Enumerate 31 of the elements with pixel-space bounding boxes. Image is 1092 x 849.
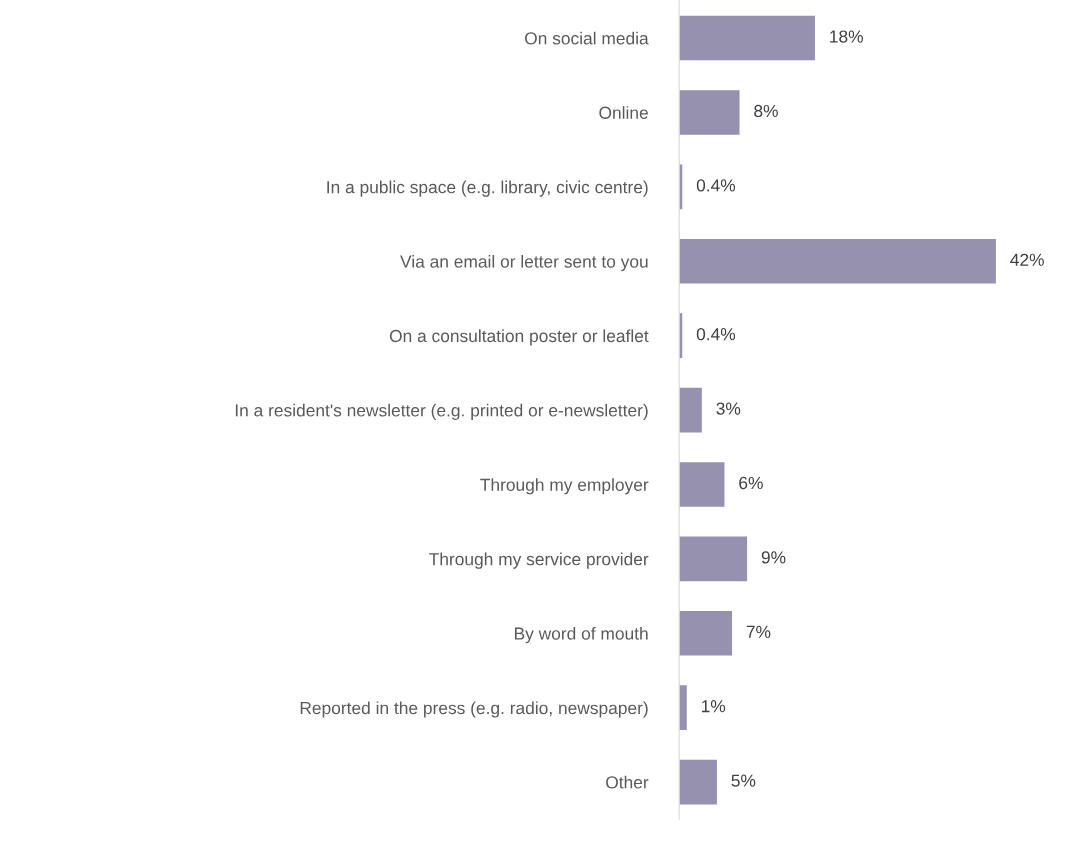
data-label: 5% [731,774,756,787]
bar [679,759,717,805]
data-label: 1% [701,700,726,713]
y-tick-label: On social media [525,31,649,45]
y-tick-label: Reported in the press (e.g. radio, newspaper) [300,701,648,718]
y-tick-label: In a public space (e.g. library, civic centre) [327,180,648,197]
data-label: 42% [1010,253,1044,266]
y-tick-label: On a consultation poster or leaflet [389,329,649,346]
bar [679,685,687,730]
data-label: 7% [746,625,771,638]
bar [679,15,815,61]
y-tick-label: Through my employer [480,478,649,495]
bar [679,610,732,656]
bar [679,90,740,135]
y-tick-label: Through my service provider [429,552,649,569]
data-label: 9% [761,551,786,564]
data-label: 6% [739,476,763,490]
y-tick-label: Other [606,775,649,789]
y-tick-label: Via an email or letter sent to you [400,254,648,272]
bar [679,536,748,582]
bar [679,387,702,433]
data-label: 3% [716,402,741,415]
y-tick-label: By word of mouth [515,626,648,644]
data-label: 18% [830,30,863,43]
data-label: 8% [754,104,778,118]
data-label: 0.4% [696,179,736,192]
y-tick-label: In a resident's newsletter (e.g. printed or e-newsletter) [235,403,648,420]
data-label: 0.4% [696,328,736,341]
bar [679,238,996,284]
bar [679,462,725,507]
y-tick-label: Online [599,106,648,119]
